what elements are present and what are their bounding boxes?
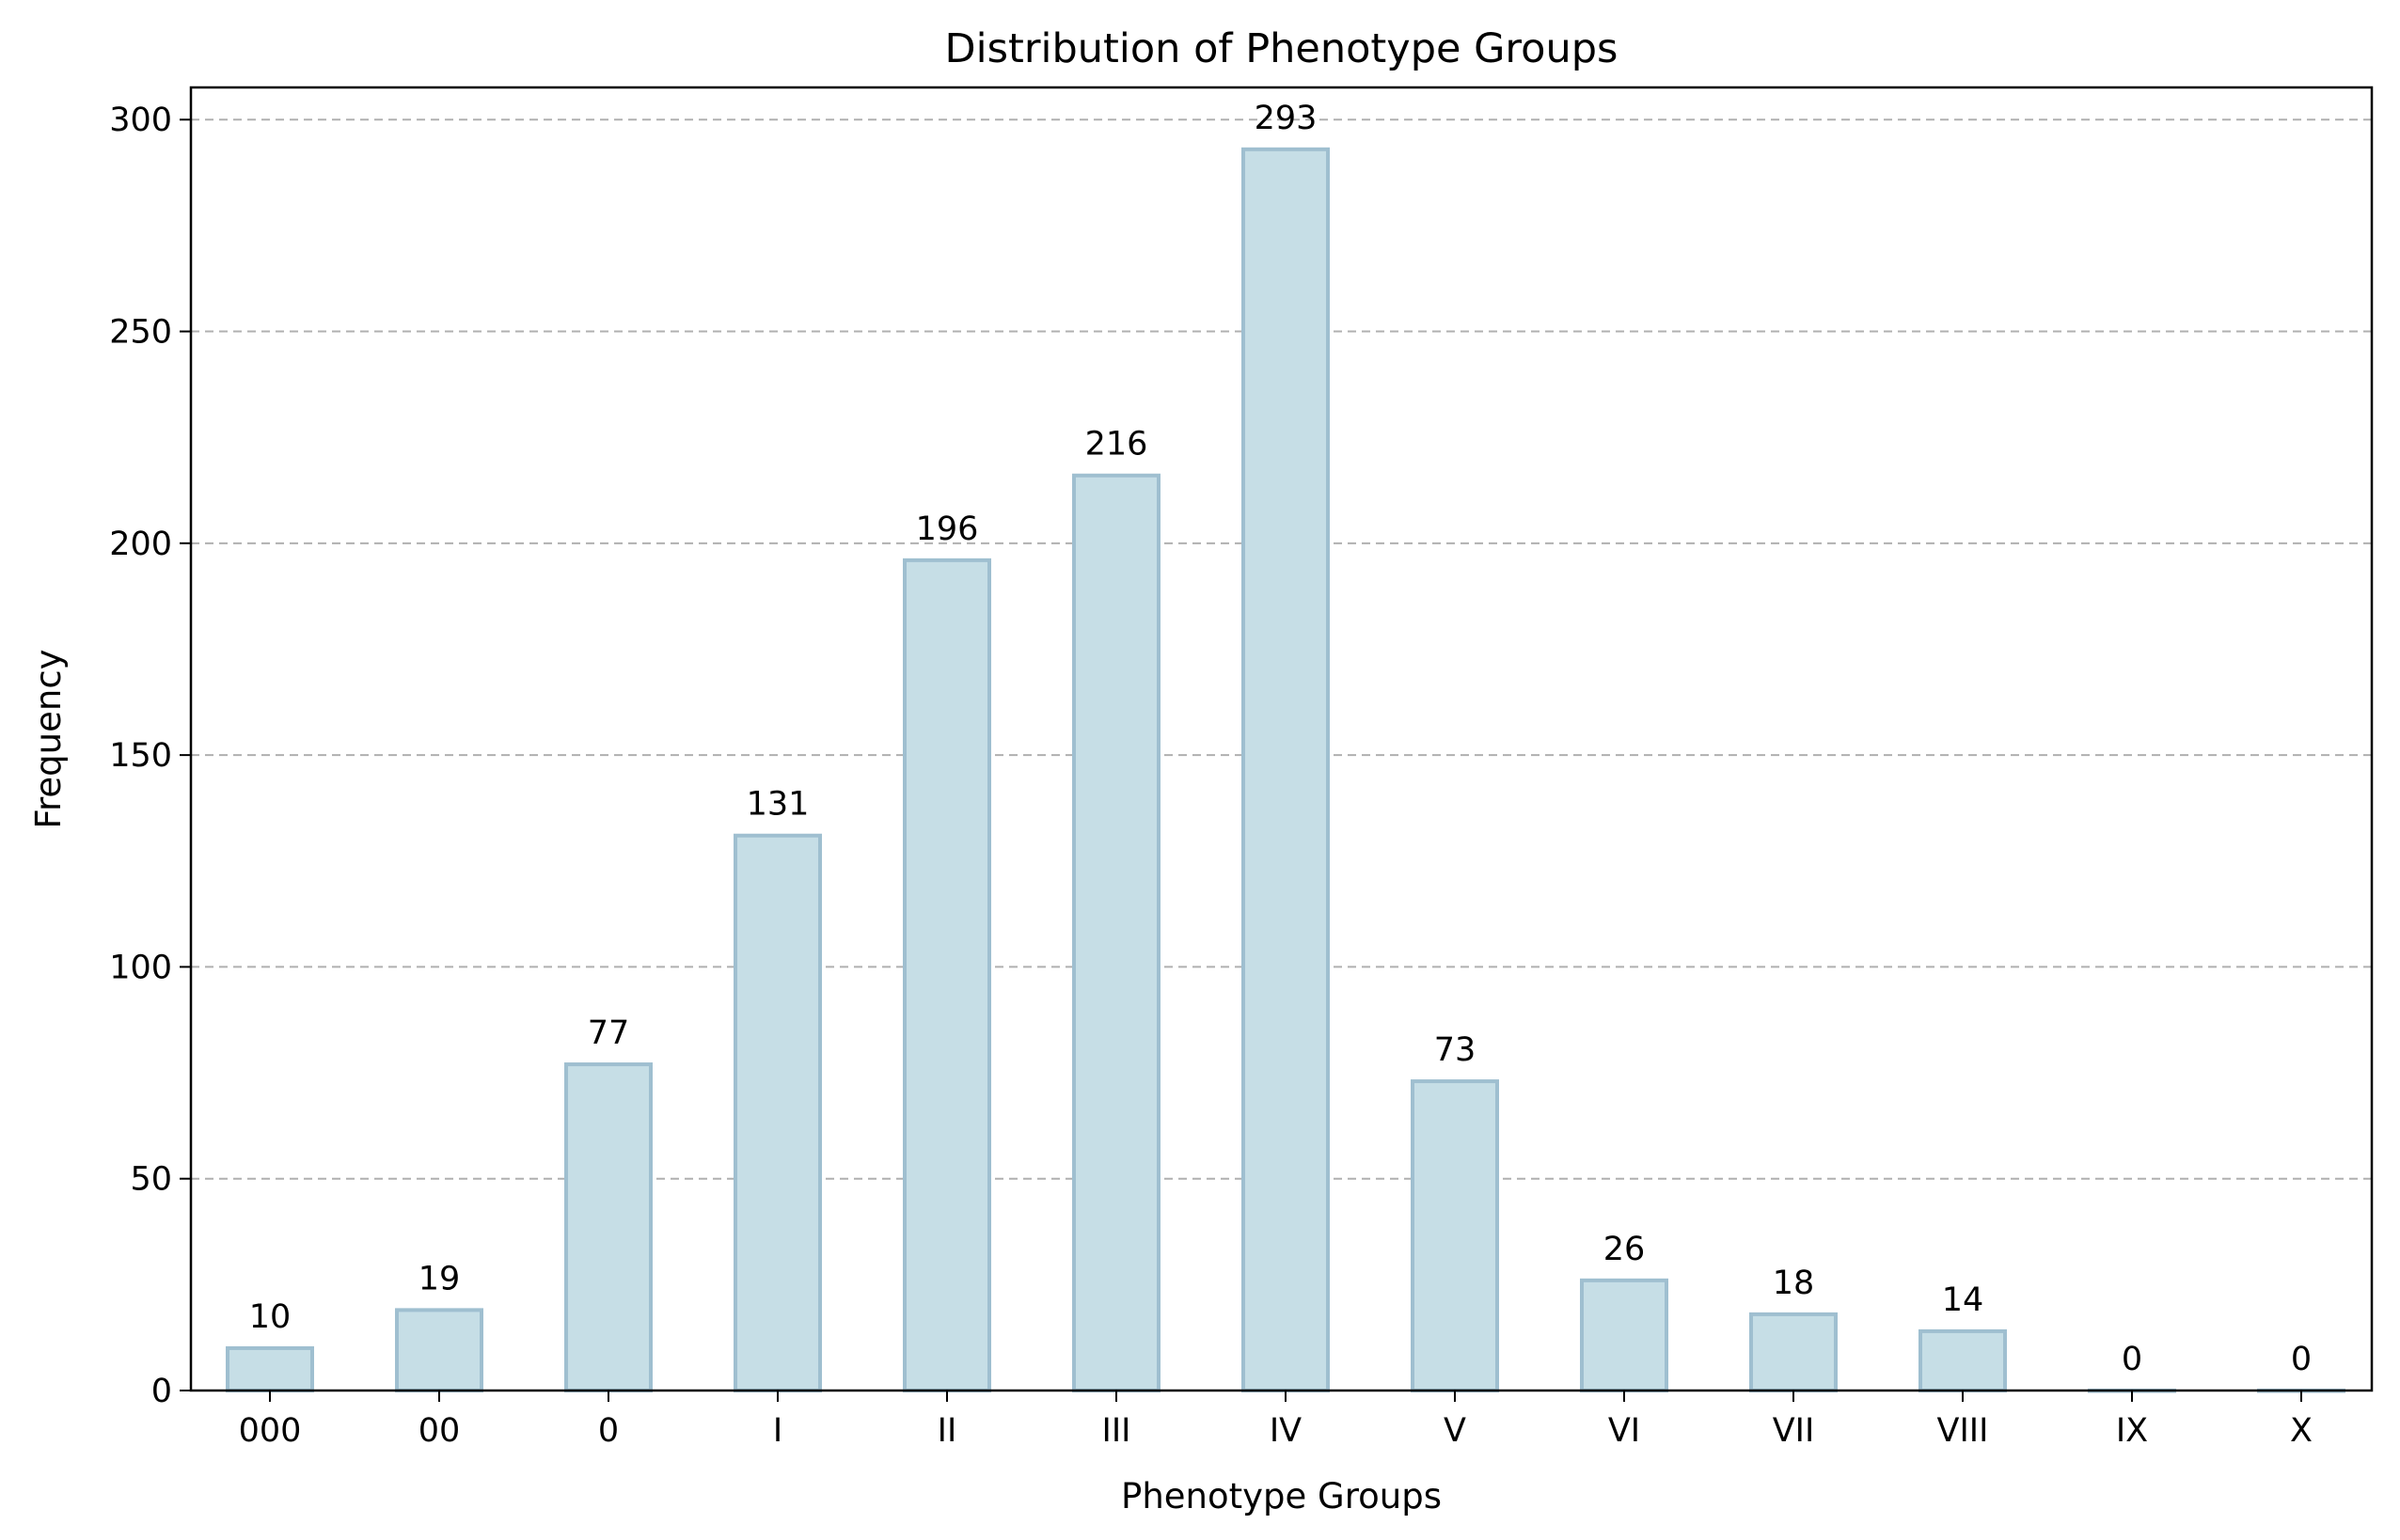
x-tick-label: I	[773, 1412, 782, 1450]
chart-title: Distribution of Phenotype Groups	[945, 25, 1618, 72]
bar	[1580, 1278, 1668, 1393]
value-label: 19	[418, 1260, 461, 1297]
bar	[903, 558, 991, 1392]
x-tick-label: V	[1444, 1412, 1466, 1450]
value-label: 77	[588, 1014, 630, 1052]
bar	[1749, 1312, 1838, 1392]
value-label: 0	[2291, 1341, 2312, 1378]
value-label: 14	[1942, 1281, 1984, 1319]
value-label: 10	[249, 1298, 292, 1336]
bars	[226, 147, 2345, 1393]
x-ticks: 000 00 0 I II III IV V VI VII VIII IX X	[239, 1391, 2313, 1450]
bar	[395, 1308, 483, 1392]
x-tick-label: IX	[2116, 1412, 2148, 1450]
value-label: 26	[1603, 1231, 1646, 1268]
bar	[1918, 1328, 2007, 1393]
bar	[226, 1345, 314, 1393]
bar	[564, 1062, 653, 1393]
x-tick-label: VII	[1773, 1412, 1815, 1450]
plot-frame	[189, 86, 2374, 1392]
value-label: 131	[747, 786, 810, 824]
value-labels: 10 19 77 131 196 216 293 73 26 18 14 0 0	[249, 100, 2312, 1378]
bar	[1411, 1079, 1499, 1393]
y-axis-label: Frequency	[28, 649, 69, 828]
value-label: 293	[1255, 100, 1318, 137]
y-tick-label: 200	[109, 526, 172, 563]
value-label: 196	[916, 511, 979, 548]
y-tick-label: 150	[109, 737, 172, 775]
value-label: 73	[1434, 1031, 1476, 1069]
y-tick-label: 50	[130, 1161, 172, 1199]
y-ticks: 0 50 100 150 200 250 300	[109, 102, 191, 1410]
bar	[734, 833, 822, 1392]
value-label: 18	[1773, 1265, 1815, 1302]
bar	[1072, 473, 1161, 1392]
y-tick-label: 250	[109, 314, 172, 352]
x-tick-label: 00	[418, 1412, 461, 1450]
value-label: 0	[2122, 1341, 2142, 1378]
y-tick-label: 300	[109, 102, 172, 139]
y-tick-label: 100	[109, 949, 172, 986]
x-tick-label: III	[1102, 1412, 1131, 1450]
value-label: 216	[1085, 426, 1148, 464]
x-tick-label: 0	[598, 1412, 619, 1450]
x-tick-label: VI	[1608, 1412, 1640, 1450]
x-tick-label: II	[938, 1412, 957, 1450]
bar	[1241, 147, 1330, 1393]
x-tick-label: X	[2290, 1412, 2313, 1450]
y-tick-label: 0	[151, 1373, 172, 1410]
x-tick-label: 000	[239, 1412, 302, 1450]
x-axis-label: Phenotype Groups	[1121, 1476, 1442, 1516]
x-tick-label: VIII	[1937, 1412, 1989, 1450]
x-tick-label: IV	[1270, 1412, 1302, 1450]
